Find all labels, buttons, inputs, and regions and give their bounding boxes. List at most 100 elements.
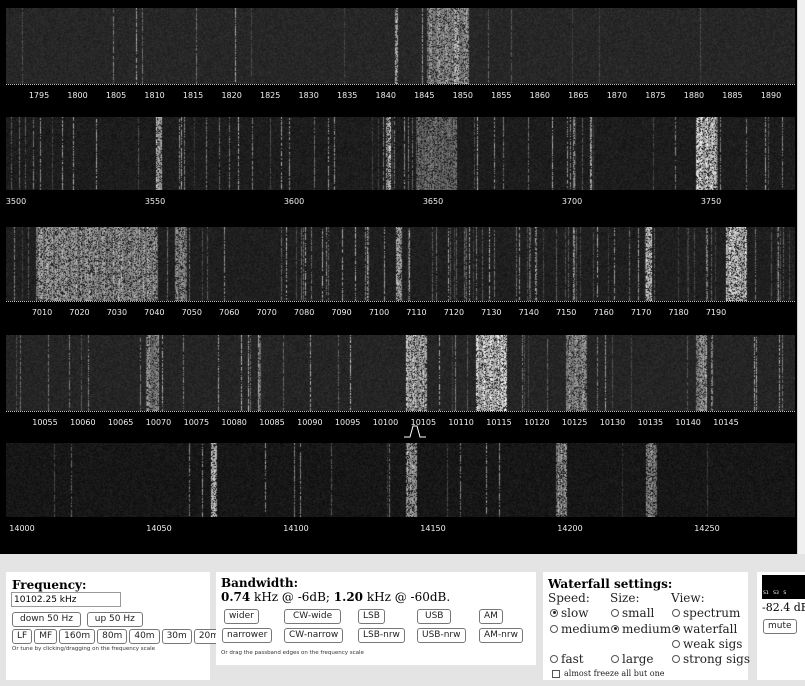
size-small-option[interactable]: small: [611, 606, 654, 620]
view-spectrum-option[interactable]: spectrum: [672, 606, 740, 620]
radio-icon[interactable]: [672, 654, 680, 663]
radio-selected-icon[interactable]: [611, 624, 619, 633]
freeze-option[interactable]: almost freeze all but one: [552, 669, 665, 678]
radio-icon[interactable]: [672, 608, 680, 617]
frequency-tick-label: 10130: [599, 418, 626, 427]
waterfall-band-2[interactable]: [6, 117, 795, 191]
frequency-tick-label: 1860: [529, 91, 551, 100]
band-160m-button[interactable]: 160m: [59, 629, 96, 644]
frequency-scale-40m[interactable]: 7010 7020 7030 7040 7050 7060 7070 7080 7090 7100…: [6, 301, 795, 325]
radio-icon[interactable]: [611, 608, 619, 617]
frequency-tick-label: 7080: [293, 308, 315, 317]
waterfall-canvas-80m[interactable]: [6, 117, 795, 191]
view-waterfall-option[interactable]: waterfall: [672, 622, 737, 636]
view-weak-label: weak sigs: [683, 637, 743, 651]
lsb-button[interactable]: LSB: [358, 609, 385, 624]
waterfall-canvas-40m[interactable]: [6, 227, 795, 301]
waterfall-band-1[interactable]: [6, 8, 795, 84]
frequency-scale-30m[interactable]: 10055 10060 10065 10070 10075 10080 10085 10090…: [6, 411, 795, 435]
frequency-tick-label: 1845: [414, 91, 435, 100]
checkbox-icon[interactable]: [552, 670, 560, 678]
vertical-scrollbar[interactable]: [797, 0, 805, 554]
waterfall-canvas-20m[interactable]: [6, 443, 795, 519]
up-50hz-button[interactable]: up 50 Hz: [86, 612, 143, 627]
speed-fast-option[interactable]: fast: [550, 652, 584, 666]
passband-indicator[interactable]: [404, 424, 426, 438]
waterfall-band-4[interactable]: [6, 335, 795, 411]
radio-icon[interactable]: [672, 639, 680, 648]
frequency-tick-label: 7120: [443, 308, 465, 317]
frequency-tick-label: 1805: [105, 91, 127, 100]
radio-icon[interactable]: [550, 654, 558, 663]
frequency-scale-80m[interactable]: 3500 3550 3600 3650 3700 3750: [6, 190, 795, 214]
radio-selected-icon[interactable]: [550, 608, 558, 617]
waterfall-area[interactable]: 1795 1800 1805 1810 1815 1820 1825 1830 1835 1840…: [0, 0, 797, 554]
radio-icon[interactable]: [550, 624, 558, 633]
frequency-tick-label: 7050: [181, 308, 202, 317]
frequency-tick-label: 1835: [337, 91, 358, 100]
waterfall-canvas-160m[interactable]: [6, 8, 795, 84]
cw-narrow-button[interactable]: CW-narrow: [284, 628, 344, 643]
view-weak-option[interactable]: weak sigs: [672, 637, 742, 651]
bandwidth-readout: 0.74 kHz @ -6dB; 1.20 kHz @ -60dB.: [221, 590, 450, 604]
frequency-tick-label: 7100: [368, 308, 390, 317]
frequency-tick-label: 1815: [182, 91, 204, 100]
frequency-scale-160m[interactable]: 1795 1800 1805 1810 1815 1820 1825 1830 1835 1840…: [6, 84, 795, 108]
frequency-tick-label: 14050: [146, 524, 172, 533]
frequency-tick-label: 1885: [722, 91, 743, 100]
frequency-tick-label: 1870: [606, 91, 628, 100]
frequency-tick-label: 10055: [32, 418, 58, 427]
waterfall-band-5[interactable]: [6, 443, 795, 519]
am-button[interactable]: AM: [479, 609, 503, 624]
frequency-tick-label: 1820: [221, 91, 242, 100]
bandwidth-6db-value: 0.74: [221, 590, 251, 604]
frequency-tick-label: 10135: [637, 418, 664, 427]
size-medium-option[interactable]: medium: [611, 622, 671, 636]
frequency-panel: Frequency: down 50 Hz up 50 Hz LFMF160m8…: [6, 572, 225, 680]
smeter-bar: [762, 575, 805, 589]
frequency-tick-label: 7140: [518, 308, 539, 317]
frequency-tick-label: 14200: [557, 524, 583, 533]
band-lf-button[interactable]: LF: [12, 629, 33, 644]
speed-medium-label: medium: [561, 622, 611, 636]
wider-button[interactable]: wider: [224, 609, 259, 624]
frequency-tick-label: 3700: [561, 197, 583, 206]
radio-selected-icon[interactable]: [672, 624, 680, 633]
frequency-tick-label: 1850: [452, 91, 473, 100]
frequency-scale-20m[interactable]: 14000 14050 14100 14150 14200 14250: [6, 517, 795, 541]
down-50hz-button[interactable]: down 50 Hz: [12, 612, 81, 627]
mute-button[interactable]: mute: [763, 619, 797, 634]
frequency-tick-label: 10075: [183, 418, 210, 427]
view-strong-option[interactable]: strong sigs: [672, 652, 750, 666]
waterfall-canvas-30m[interactable]: [6, 335, 795, 411]
speed-slow-option[interactable]: slow: [550, 606, 589, 620]
am-narrow-button[interactable]: AM-nrw: [479, 628, 523, 643]
frequency-tick-label: 7190: [705, 308, 727, 317]
lsb-narrow-button[interactable]: LSB-nrw: [358, 628, 405, 643]
band-40m-button[interactable]: 40m: [129, 629, 160, 644]
frequency-tick-label: 10140: [675, 418, 701, 427]
waterfall-band-3[interactable]: [6, 227, 795, 301]
frequency-tick-label: 7180: [668, 308, 689, 317]
frequency-input[interactable]: [11, 592, 121, 607]
band-mf-button[interactable]: MF: [34, 629, 58, 644]
scale-line: [6, 411, 795, 412]
cw-wide-button[interactable]: CW-wide: [284, 609, 342, 624]
smeter-tick-s: S: [783, 591, 787, 596]
frequency-note: Or tune by clicking/dragging on the freq…: [12, 646, 155, 652]
band-80m-button[interactable]: 80m: [97, 629, 128, 644]
smeter-scale: S1 S3 S: [762, 589, 805, 599]
narrower-button[interactable]: narrower: [222, 628, 273, 643]
usb-button[interactable]: USB: [417, 609, 452, 624]
frequency-tick-label: 3600: [283, 197, 305, 206]
frequency-tick-label: 10065: [107, 418, 134, 427]
bandwidth-panel: Bandwidth: 0.74 kHz @ -6dB; 1.20 kHz @ -…: [216, 572, 536, 665]
usb-narrow-button[interactable]: USB-nrw: [417, 628, 466, 643]
speed-medium-option[interactable]: medium: [550, 622, 610, 636]
frequency-tick-label: 14000: [9, 524, 35, 533]
frequency-tick-label: 7060: [219, 308, 240, 317]
band-30m-button[interactable]: 30m: [161, 629, 192, 644]
radio-icon[interactable]: [611, 654, 619, 663]
size-large-option[interactable]: large: [611, 652, 654, 666]
view-waterfall-label: waterfall: [683, 622, 738, 636]
